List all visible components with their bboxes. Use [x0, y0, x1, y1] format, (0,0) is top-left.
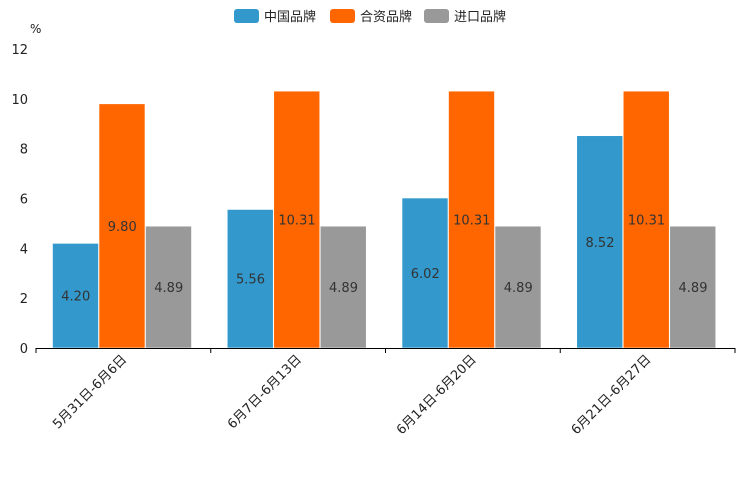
bar[interactable]: [622, 90, 670, 349]
data-label: 4.89: [154, 281, 183, 296]
y-tick-label: 0: [20, 342, 28, 357]
x-tick-label: 6月7日-6月13日: [225, 352, 305, 432]
bar[interactable]: [669, 225, 717, 349]
x-tick-label: 6月21日-6月27日: [569, 352, 655, 438]
bar-group: 4.20 9.80 4.89: [52, 103, 192, 349]
y-axis-unit-label: %: [30, 22, 41, 36]
y-tick-label: 2: [20, 292, 28, 307]
y-axis: 0 2 4 6 8 10 12: [11, 43, 28, 357]
legend-item[interactable]: 中国品牌: [234, 9, 316, 25]
y-tick-label: 4: [20, 242, 28, 257]
x-axis: 5月31日-6月6日 6月7日-6月13日 6月14日-6月20日 6月21日-6月2…: [35, 348, 736, 438]
bar-group: 5.56 10.31 4.89: [226, 90, 367, 349]
legend-label: 进口品牌: [454, 9, 506, 25]
data-label: 10.31: [278, 214, 315, 229]
y-tick-label: 12: [11, 43, 28, 58]
legend-swatch: [234, 9, 259, 23]
bar-group: 6.02 10.31 4.89: [401, 90, 542, 349]
data-label: 6.02: [411, 267, 440, 282]
data-label: 5.56: [236, 273, 265, 288]
bar[interactable]: [226, 209, 274, 349]
data-label: 4.20: [61, 290, 90, 305]
bar[interactable]: [448, 90, 495, 349]
bar[interactable]: [145, 225, 192, 349]
legend-item[interactable]: 合资品牌: [330, 9, 412, 25]
bar[interactable]: [319, 225, 367, 349]
bar[interactable]: [52, 243, 99, 349]
legend[interactable]: 中国品牌 合资品牌 进口品牌: [234, 9, 506, 25]
bar[interactable]: [98, 103, 146, 349]
y-tick-label: 6: [20, 193, 28, 208]
legend-item[interactable]: 进口品牌: [424, 9, 506, 25]
y-tick-label: 10: [11, 93, 28, 108]
data-label: 4.89: [504, 281, 533, 296]
legend-swatch: [330, 9, 355, 23]
bar[interactable]: [273, 90, 321, 349]
bar-group: 8.52 10.31 4.89: [576, 90, 717, 349]
x-tick-label: 5月31日-6月6日: [50, 352, 130, 432]
data-label: 4.89: [679, 281, 708, 296]
y-tick-label: 8: [20, 143, 28, 158]
plot-area: 4.209.804.895.5610.314.896.0210.314.898.…: [52, 90, 717, 349]
data-label: 9.80: [108, 220, 137, 235]
data-label: 8.52: [586, 236, 615, 251]
legend-swatch: [424, 9, 449, 23]
x-tick-label: 6月14日-6月20日: [394, 352, 480, 438]
data-label: 10.31: [453, 214, 490, 229]
bar[interactable]: [576, 135, 624, 349]
legend-label: 合资品牌: [360, 9, 412, 25]
legend-label: 中国品牌: [264, 9, 316, 25]
data-label: 10.31: [628, 214, 665, 229]
data-label: 4.89: [329, 281, 358, 296]
